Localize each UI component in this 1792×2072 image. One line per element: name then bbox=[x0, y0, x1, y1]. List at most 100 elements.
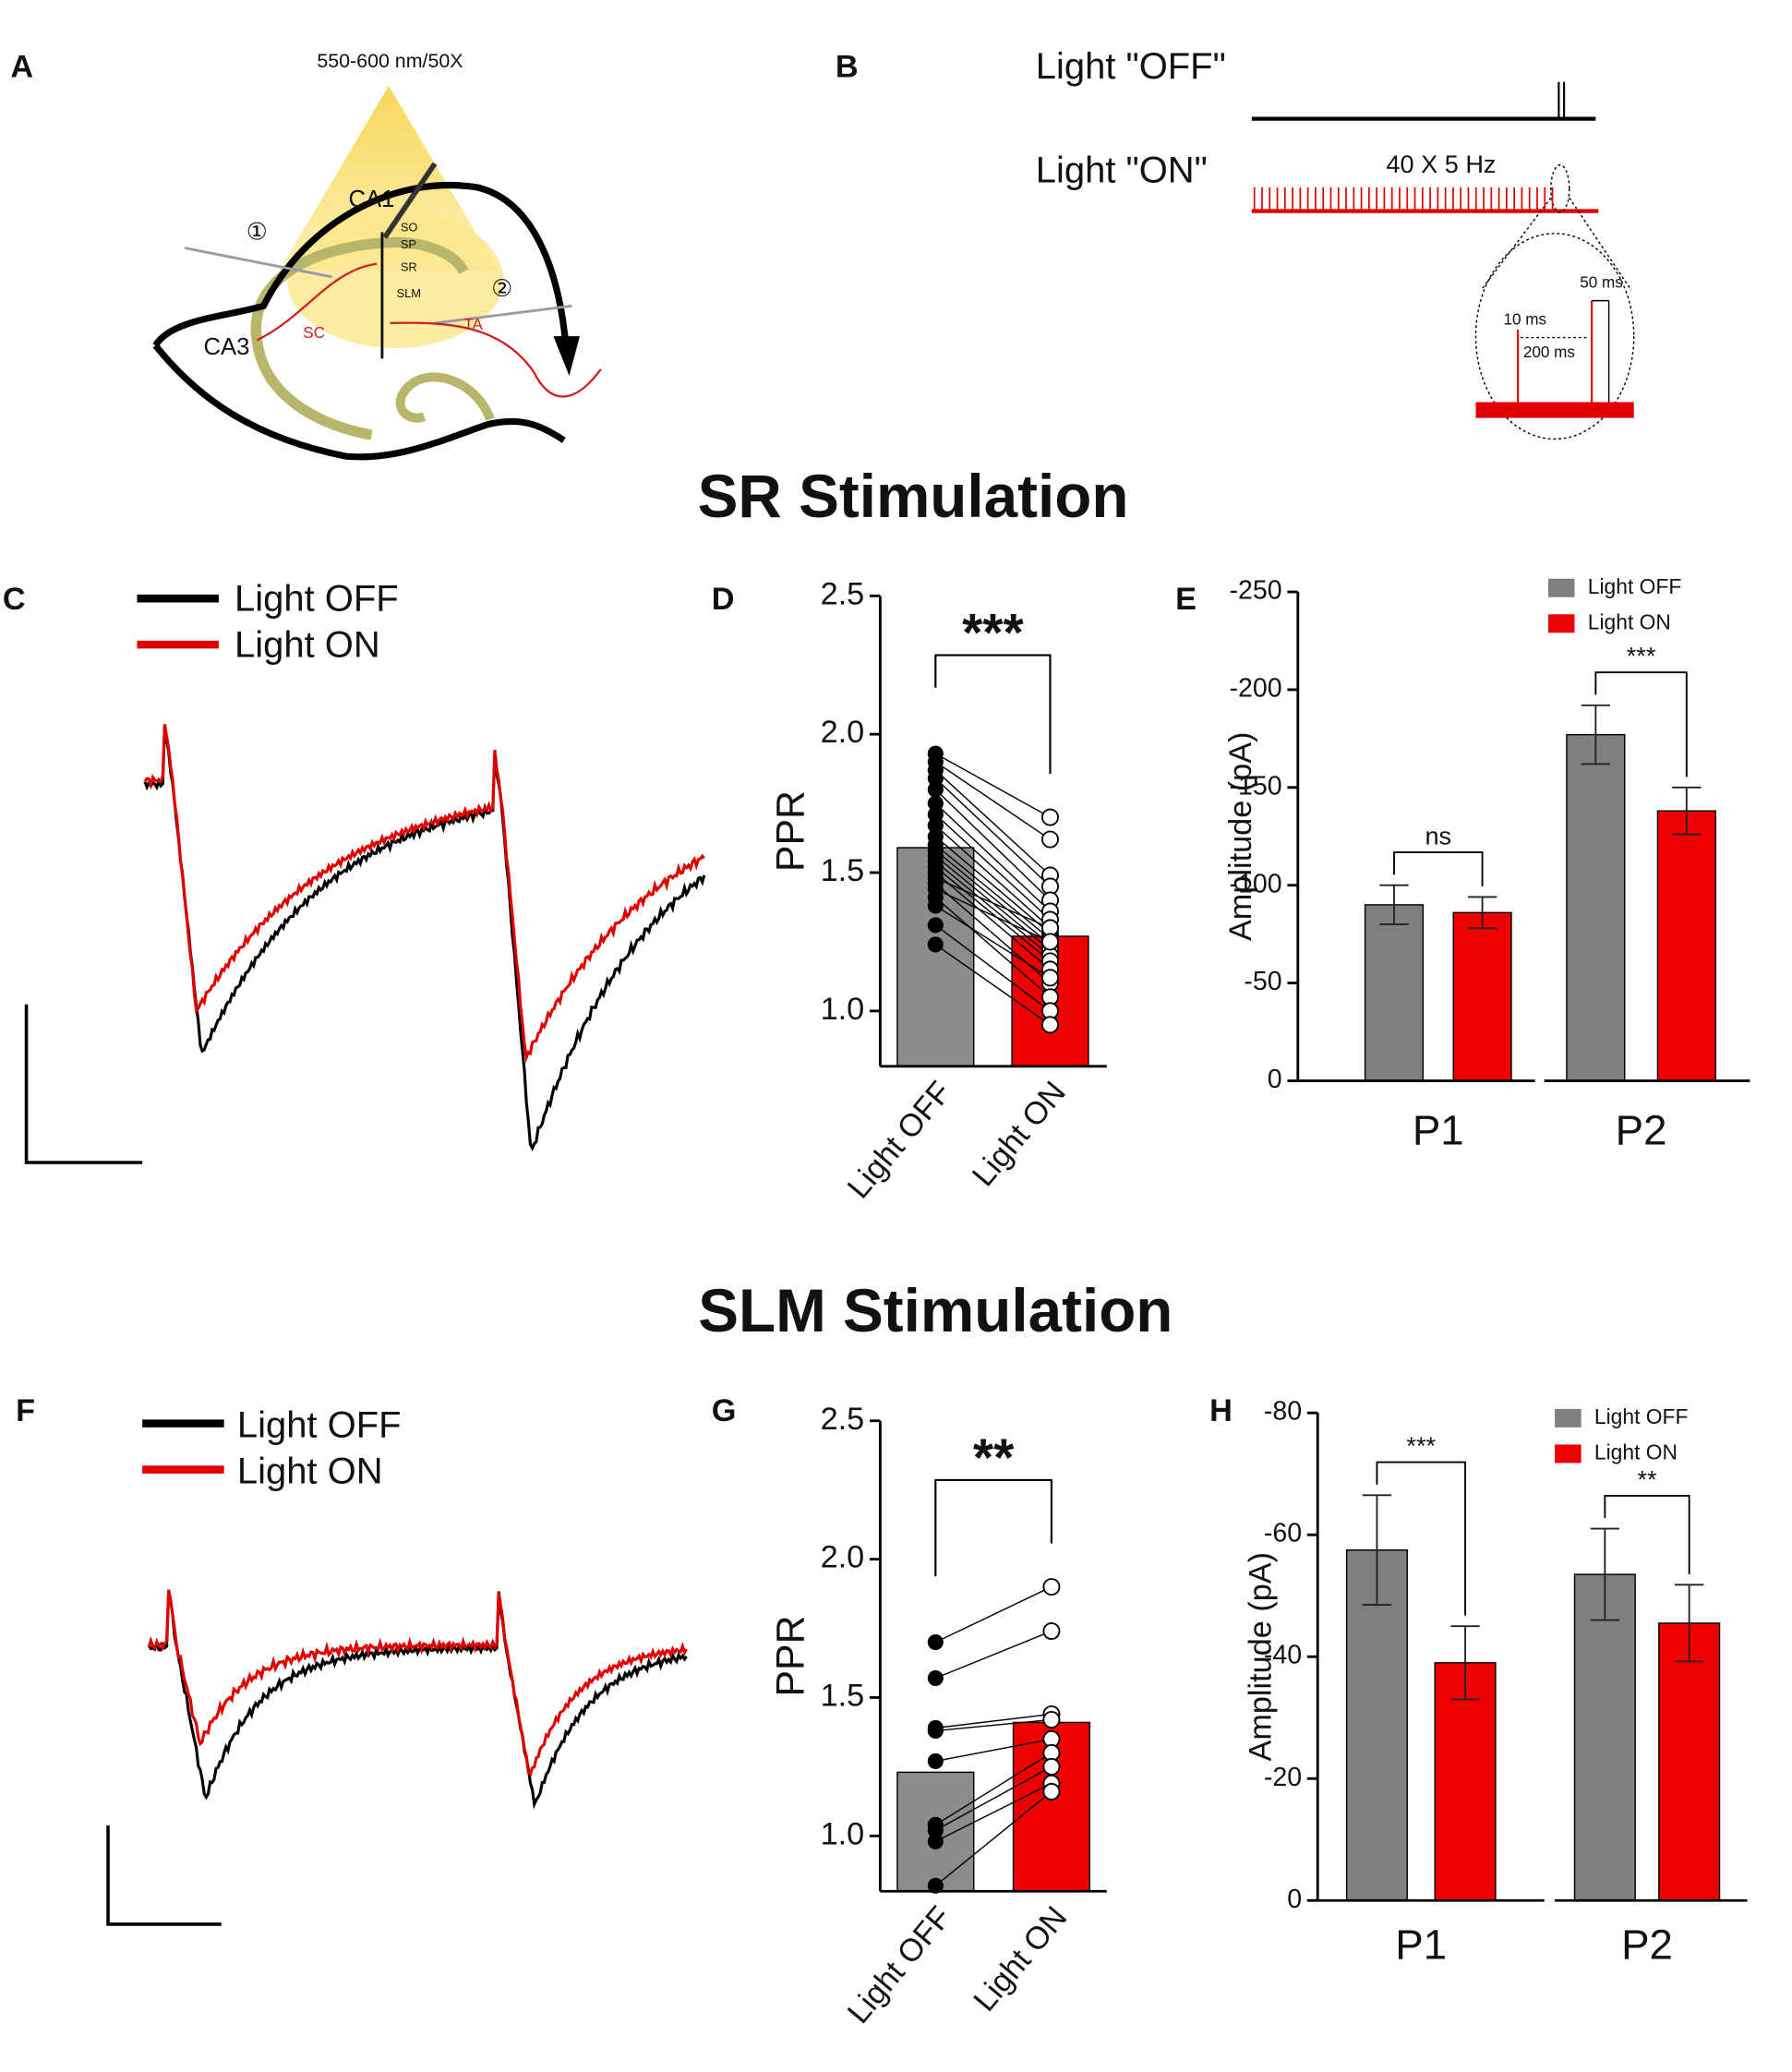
panel-letter: F bbox=[16, 1393, 35, 1428]
layer-label: SLM bbox=[397, 286, 421, 300]
scale-bar bbox=[106, 1825, 222, 1926]
legend-label: Light ON bbox=[1594, 1440, 1678, 1464]
legend-swatch bbox=[1547, 578, 1575, 597]
pair-line bbox=[934, 1782, 1052, 1842]
legend-label: Light ON bbox=[237, 1451, 383, 1491]
panel-letter: G bbox=[712, 1393, 737, 1428]
bar bbox=[1364, 904, 1425, 1082]
x-tick-label: P1 bbox=[1395, 1921, 1447, 1969]
trace bbox=[147, 1591, 688, 1810]
pair-line bbox=[935, 877, 1051, 929]
pair-line bbox=[934, 866, 1051, 962]
legend-label: Light OFF bbox=[1594, 1404, 1689, 1428]
y-axis-label: PPR bbox=[768, 1616, 812, 1697]
point bbox=[1042, 1578, 1061, 1596]
x-tick-label: Light ON bbox=[967, 1900, 1074, 2018]
point bbox=[927, 795, 944, 812]
layer-label: SO bbox=[401, 221, 418, 235]
x-tick-label: P2 bbox=[1621, 1921, 1673, 1969]
region-label: CA3 bbox=[204, 334, 250, 360]
error-bar bbox=[1467, 896, 1497, 930]
y-tick-label: 2.0 bbox=[821, 1540, 865, 1575]
significance-bracket bbox=[1604, 1494, 1690, 1574]
layer-label: SR bbox=[401, 259, 417, 273]
panel-letter: C bbox=[3, 582, 26, 617]
y-tick-label: -80 bbox=[1264, 1397, 1302, 1427]
panel-letter: B bbox=[836, 49, 859, 84]
x-tick-label: Light OFF bbox=[841, 1900, 958, 2030]
site-label: ② bbox=[491, 276, 512, 302]
pair-line bbox=[934, 905, 1051, 979]
significance-bracket bbox=[1594, 671, 1688, 777]
x-tick-label: Light ON bbox=[966, 1075, 1073, 1193]
legend-label: Light ON bbox=[235, 625, 380, 666]
timing-label: 50 ms bbox=[1580, 274, 1623, 292]
y-tick-label: 2.5 bbox=[821, 576, 865, 611]
point bbox=[1042, 1782, 1061, 1801]
pair-line bbox=[934, 924, 1051, 1012]
region-label: CA1 bbox=[348, 187, 394, 212]
pair-line bbox=[934, 777, 1051, 887]
legend-label: Light OFF bbox=[235, 579, 399, 620]
point bbox=[927, 1822, 944, 1838]
legend-label: Light OFF bbox=[1588, 574, 1682, 598]
site-label: ① bbox=[247, 220, 268, 246]
protocol-diagram bbox=[1251, 81, 1635, 440]
train-label: 40 X 5 Hz bbox=[1386, 150, 1496, 178]
pathway-label: TA bbox=[463, 316, 483, 333]
bar bbox=[1452, 911, 1512, 1082]
y-tick-label: -150 bbox=[1230, 771, 1282, 801]
x-tick-label: Light OFF bbox=[841, 1075, 958, 1205]
pair-line bbox=[934, 813, 1051, 921]
pair-line bbox=[934, 883, 1051, 984]
point bbox=[927, 1633, 944, 1651]
y-tick-label: -20 bbox=[1264, 1763, 1302, 1792]
bar bbox=[1658, 1622, 1721, 1901]
panel-letter: A bbox=[10, 49, 33, 84]
pair-line bbox=[935, 1738, 1052, 1763]
point bbox=[927, 897, 944, 914]
point bbox=[927, 1722, 944, 1739]
point bbox=[1040, 933, 1059, 951]
panel-letter: E bbox=[1175, 582, 1197, 617]
y-tick-label: 1.5 bbox=[821, 853, 865, 888]
error-bar bbox=[1672, 786, 1702, 836]
trace bbox=[147, 1589, 688, 1777]
section-heading: SLM Stimulation bbox=[698, 1277, 1173, 1344]
legend-swatch bbox=[1555, 1408, 1582, 1428]
point bbox=[927, 1669, 944, 1687]
y-tick-label: 1.0 bbox=[821, 992, 865, 1027]
y-axis-label: PPR bbox=[768, 790, 812, 872]
significance-label: *** bbox=[962, 604, 1024, 663]
panel-letter: H bbox=[1209, 1393, 1233, 1428]
point bbox=[927, 806, 944, 823]
panel-letter: D bbox=[712, 582, 735, 617]
pair-line bbox=[935, 1630, 1052, 1680]
pair-line bbox=[934, 1752, 1052, 1825]
hippocampus-diagram bbox=[152, 85, 602, 461]
point bbox=[1040, 969, 1059, 987]
pair-line bbox=[935, 888, 1051, 943]
y-tick-label: 1.5 bbox=[821, 1679, 865, 1714]
pair-line bbox=[934, 849, 1051, 946]
pair-line bbox=[934, 861, 1051, 957]
pair-line bbox=[935, 1713, 1052, 1729]
error-bar bbox=[1581, 704, 1611, 765]
pair-line bbox=[934, 1765, 1052, 1831]
y-tick-label: -250 bbox=[1230, 576, 1282, 606]
point bbox=[927, 1833, 944, 1849]
pair-line bbox=[934, 897, 1051, 998]
error-bar bbox=[1450, 1625, 1480, 1701]
point bbox=[1042, 1757, 1061, 1776]
pair-line bbox=[934, 872, 1051, 970]
y-tick-label: 0 bbox=[1287, 1885, 1302, 1914]
point bbox=[1040, 830, 1059, 849]
pair-line bbox=[934, 761, 1051, 840]
y-tick-label: -40 bbox=[1264, 1641, 1302, 1670]
pair-line bbox=[934, 1790, 1052, 1886]
point bbox=[1040, 1016, 1059, 1034]
bar bbox=[1434, 1662, 1497, 1901]
pair-line bbox=[934, 769, 1051, 876]
y-axis-label: Amplitude (pA) bbox=[1223, 732, 1258, 942]
significance-bracket bbox=[934, 654, 1052, 774]
